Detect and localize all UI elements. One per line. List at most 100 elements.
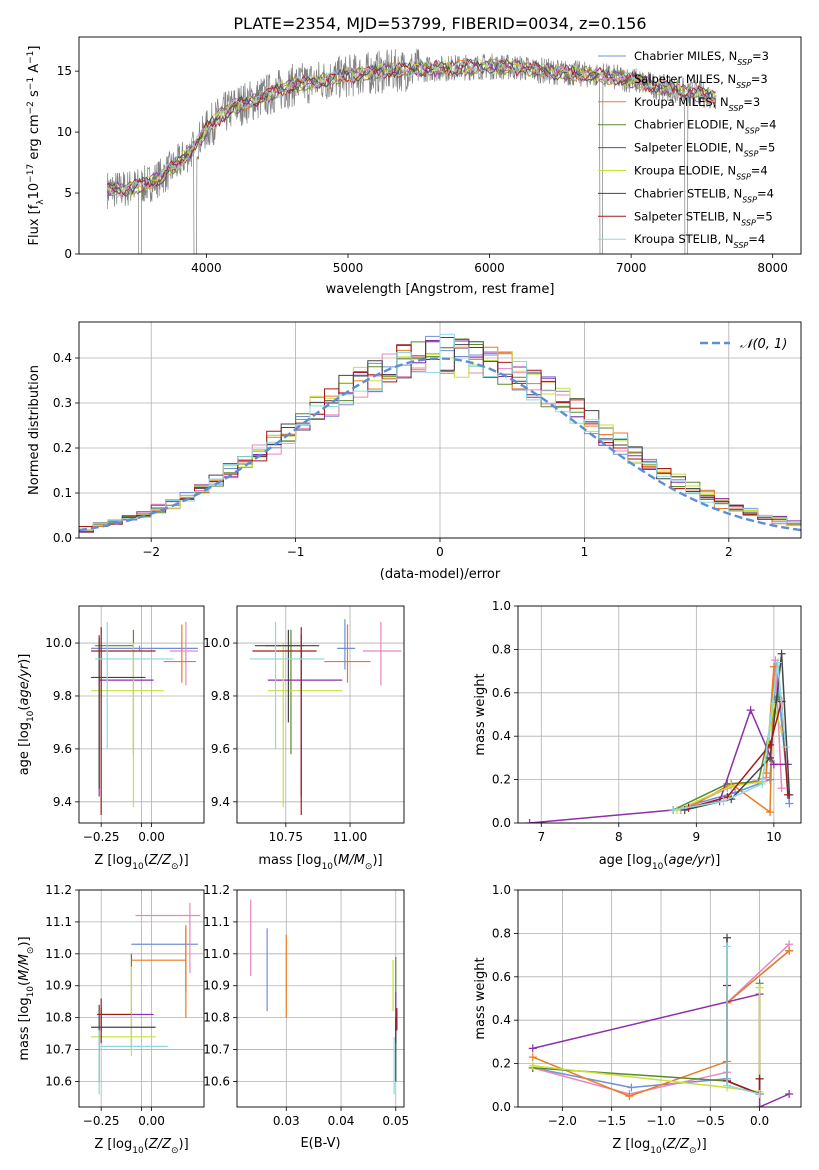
z-xlabel-part: Z/Z (148, 853, 172, 868)
mass-weight-vs-Z-marker-7 (755, 1074, 764, 1083)
mass-weight-vs-age-marker-8 (669, 805, 678, 814)
mass-ylabel-part: mass [log (17, 997, 32, 1060)
mass-vs-ebv-xtick-label: 0.05 (382, 1114, 409, 1128)
z-xlabel-part: ( (144, 1137, 149, 1152)
legend-model-name: Kroupa STELIB, N (634, 232, 734, 246)
spectrum-ylabel-part: ] (27, 46, 42, 51)
mass-weight-vs-Z-marker-4 (755, 1103, 764, 1107)
residuals-xlabel: (data-model)/error (380, 567, 501, 582)
age-ylabel-part: ( (17, 706, 32, 711)
legend-nssp: =3 (752, 49, 769, 63)
mass-weight-vs-Z-ytick-label: 1.0 (492, 883, 511, 897)
mass-vs-Z-axes: −0.25 0.00 10.6 10.7 10.8 10.9 11.0 11.1 11.2 Z [… (17, 883, 205, 1156)
mass-weight-vs-age-frame (517, 605, 802, 824)
spectrum-model-line-7 (107, 58, 716, 196)
mass-weight-vs-age-xtick-label: 8 (615, 830, 623, 844)
legend-label-3: Chabrier ELODIE, NSSP=4 (634, 118, 776, 136)
mass-vs-Z-ytick-label: 11.2 (45, 883, 72, 897)
mass-weight-vs-Z-axes: −2.0 −1.5 −1.0 −0.5 0.0 0.0 0.2 0.4 0.6 0.8 1.0 mas… (473, 883, 802, 1156)
legend-subscript: SSP (729, 103, 744, 112)
spectrum-ytick-label: 10 (57, 125, 72, 139)
mass-xlabel-part: M/M (338, 853, 365, 868)
mass-weight-vs-age-marker-1 (777, 784, 786, 793)
mass-weight-vs-age-xtick-label: 10 (766, 830, 781, 844)
z-xlabel-part: Z/Z (148, 1137, 172, 1152)
spectrum-xtick-label: 7000 (616, 261, 647, 275)
weight-z-xlabel-part: ( (662, 1137, 667, 1152)
gaussian-legend-label: 𝒩(0, 1) (740, 337, 787, 352)
legend-model-name: Kroupa MILES, N (634, 95, 729, 109)
spectrum-xtick-label: 4000 (191, 261, 222, 275)
mass-vs-Z-ytick-label: 11.0 (45, 947, 72, 961)
weight-z-xlabel-part: 10 (650, 1146, 662, 1156)
weight-age-xlabel: age [log10(age/yr)] (599, 853, 721, 872)
legend-model-name: Salpeter MILES, N (634, 72, 736, 86)
ebv-xlabel: E(B-V) (300, 1136, 340, 1151)
mass-vs-ebv-ytick-label: 10.7 (203, 1043, 230, 1057)
weight-age-xlabel-part: ( (663, 853, 668, 868)
spectrum-ylabel-part: −17 (26, 164, 36, 183)
age-vs-mass-ytick-label: 9.6 (211, 742, 230, 756)
spectrum-ylabel-part: s (27, 90, 42, 101)
mass-weight-vs-age-marker-0 (785, 799, 794, 808)
mass-weight-vs-Z-plot (528, 933, 794, 1107)
mass-weight-vs-age-axes: 7 8 9 10 0.0 0.2 0.4 0.6 0.8 1.0 mass weight age [l… (473, 599, 802, 872)
spectrum-plot (106, 48, 717, 254)
age-vs-Z-axes: −0.25 0.009.49.69.810.0Z [log10(Z/Z⊙)]age… (17, 605, 205, 872)
mass-weight-vs-Z-marker-8 (755, 1089, 764, 1098)
z-xlabel-part: ⊙ (171, 862, 179, 872)
spectrum-ylabel-part: 10 (27, 183, 42, 200)
mass-weight-vs-age-marker-8 (758, 779, 767, 788)
mass-weight-vs-Z-marker-5 (755, 983, 764, 992)
mass-weight-vs-Z-ytick-label: 0.8 (492, 926, 511, 940)
weight-age-xlabel-part: age [log (599, 853, 652, 868)
spectrum-data-line (106, 48, 717, 254)
mass-vs-ebv-xtick-label: 0.03 (273, 1114, 300, 1128)
mass-weight-vs-age-marker-5 (727, 782, 736, 791)
age-vs-Z-xtick-label: 0.00 (138, 830, 165, 844)
age-vs-mass-ytick-label: 9.4 (211, 795, 230, 809)
spectrum-model-line-8 (107, 57, 716, 199)
legend-nssp: =3 (751, 72, 768, 86)
residuals-ylabel: Normed distribution (27, 365, 42, 495)
age-vs-mass-frame (236, 605, 405, 824)
spectrum-model-line-5 (106, 58, 716, 197)
z-xlabel-part: ⊙ (171, 1146, 179, 1156)
mass-weight-vs-age-marker-2 (765, 808, 774, 817)
mass-vs-ebv-xtick-label: 0.04 (328, 1114, 355, 1128)
mass-weight-vs-age-xtick-label: 9 (693, 830, 701, 844)
spectrum-ylabel: Flux [fλ10−17 erg cm−2 s−1 A−1] (26, 46, 46, 246)
mass-vs-Z-plot (91, 902, 200, 1095)
weight-z-xlabel-part: Z/Z (666, 1137, 690, 1152)
legend-model-name: Chabrier STELIB, N (634, 186, 742, 200)
legend-label-4: Salpeter ELODIE, NSSP=5 (634, 141, 775, 159)
mass-weight-vs-age-ytick-label: 0.8 (492, 642, 511, 656)
legend-nssp: =4 (757, 186, 774, 200)
legend-label-1: Salpeter MILES, NSSP=3 (634, 72, 768, 90)
legend-nssp: =4 (748, 232, 765, 246)
legend-label-8: Kroupa STELIB, NSSP=4 (634, 232, 765, 250)
z-xlabel-part: )] (179, 853, 189, 868)
age-ylabel-part: age [log (17, 722, 32, 775)
mass-weight-vs-Z-ytick-label: 0.4 (492, 1013, 511, 1027)
mass-weight-vs-age-marker-4 (746, 706, 755, 715)
mass-vs-Z-ytick-label: 10.7 (45, 1043, 72, 1057)
legend-label-5: Kroupa ELODIE, NSSP=4 (634, 164, 768, 182)
spectrum-ylabel-part: Flux [f (27, 204, 42, 245)
mass-vs-Z-xtick-label: 0.00 (138, 1114, 165, 1128)
residuals-xtick-label: −1 (287, 545, 305, 559)
residuals-xtick-label: 0 (436, 545, 444, 559)
mass-weight-vs-Z-xtick-label: −2.0 (548, 1114, 577, 1128)
z-xlabel-part: 10 (132, 862, 144, 872)
mass-weight-vs-age-ytick-label: 0.2 (492, 773, 511, 787)
mass-weight-vs-age-marker-0 (765, 775, 774, 784)
mass-ylabel-part: ( (17, 981, 32, 986)
mass-weight-vs-Z-series-6 (726, 937, 761, 1096)
spectrum-frame (78, 36, 802, 255)
z-xlabel: Z [log10(Z/Z⊙)] (94, 853, 188, 872)
mass-weight-vs-age-ytick-label: 0.4 (492, 729, 511, 743)
age-vs-mass-ytick-label: 9.8 (211, 689, 230, 703)
mass-weight-vs-Z-marker-4 (785, 1089, 794, 1098)
mass-weight-vs-Z-marker-6 (723, 933, 732, 942)
